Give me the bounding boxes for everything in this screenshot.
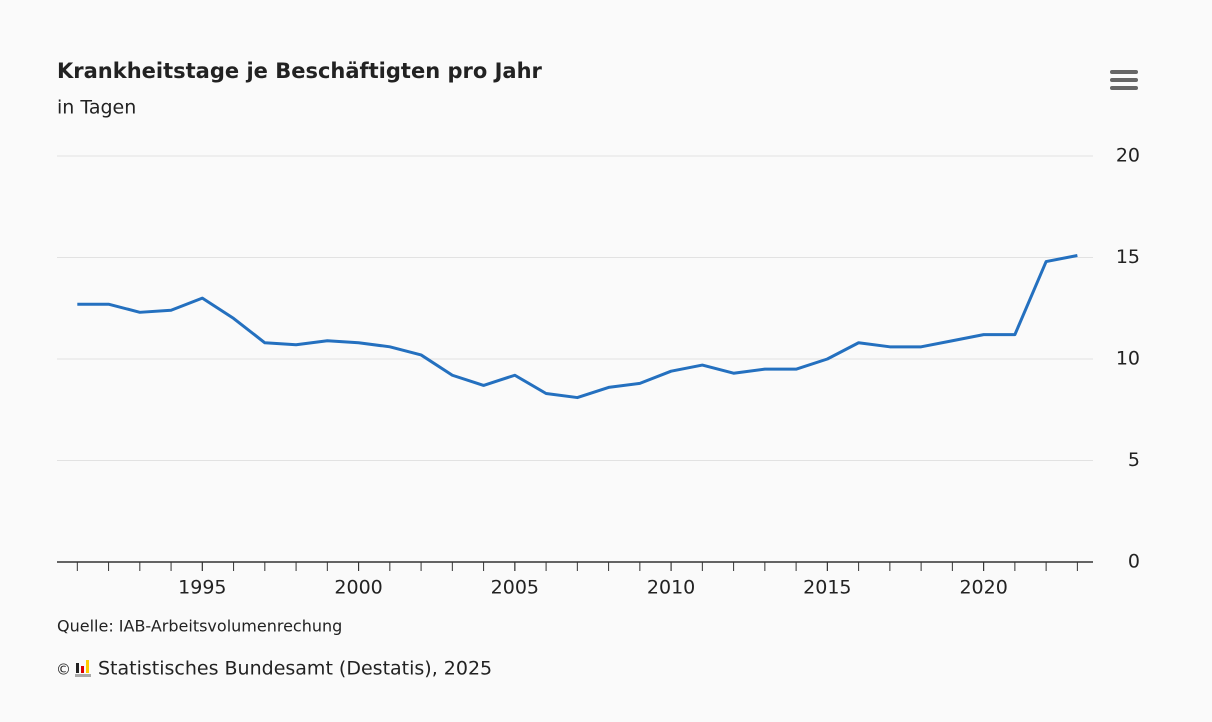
- x-tick-label: 2020: [959, 577, 1007, 599]
- chart-subtitle: in Tagen: [57, 97, 136, 119]
- x-tick-label: 2010: [647, 577, 695, 599]
- x-tick-label: 2015: [803, 577, 851, 599]
- y-tick-label: 10: [1116, 348, 1140, 370]
- y-tick-label: 5: [1128, 449, 1140, 471]
- x-tick-label: 1995: [178, 577, 226, 599]
- source: Quelle: IAB-Arbeitsvolumenrechung: [57, 617, 342, 636]
- y-tick-label: 0: [1128, 551, 1140, 573]
- credits: Statistisches Bundesamt (Destatis), 2025: [98, 658, 492, 680]
- chart-title: Krankheitstage je Beschäftigten pro Jahr: [57, 59, 543, 83]
- menu-button[interactable]: [1110, 70, 1138, 90]
- data-line: [77, 253, 1078, 400]
- x-tick-label: 2000: [334, 577, 382, 599]
- logo: [75, 660, 91, 677]
- x-tick-label: 2005: [491, 577, 539, 599]
- y-tick-label: 15: [1116, 246, 1140, 268]
- y-tick-label: 20: [1116, 145, 1140, 167]
- copyright-sign: ©: [56, 661, 71, 679]
